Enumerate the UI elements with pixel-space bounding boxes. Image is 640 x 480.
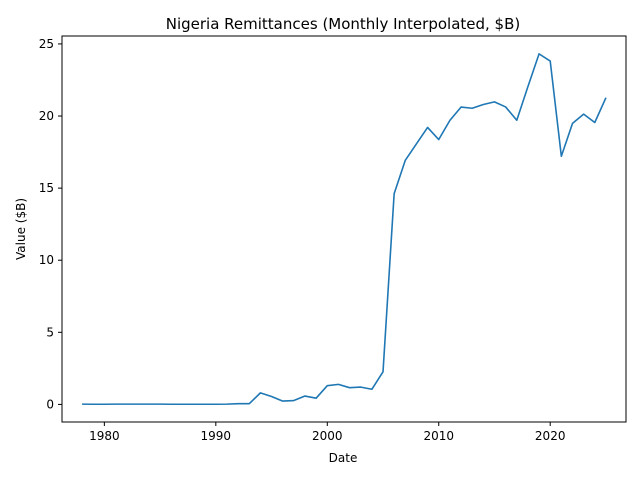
x-tick-label: 2000 [312,429,343,443]
x-tick-label: 2010 [423,429,454,443]
y-tick-label: 10 [39,253,54,267]
chart-title: Nigeria Remittances (Monthly Interpolate… [166,15,521,33]
plot-area [82,53,607,406]
x-tick-label: 1990 [201,429,232,443]
x-tick-label: 2020 [535,429,566,443]
series-line-0 [82,53,607,406]
x-tick-label: 1980 [89,429,120,443]
x-axis: 1980 1990 2000 2010 2020 [89,422,565,443]
x-axis-label: Date [329,451,358,465]
y-tick-label: 20 [39,109,54,123]
y-axis-label: Value ($B) [14,198,28,260]
y-axis: 0 5 10 15 20 25 [39,37,62,411]
y-tick-label: 0 [46,397,54,411]
y-tick-label: 25 [39,37,54,51]
y-tick-label: 5 [46,325,54,339]
plot-frame [61,35,627,423]
y-tick-label: 15 [39,181,54,195]
